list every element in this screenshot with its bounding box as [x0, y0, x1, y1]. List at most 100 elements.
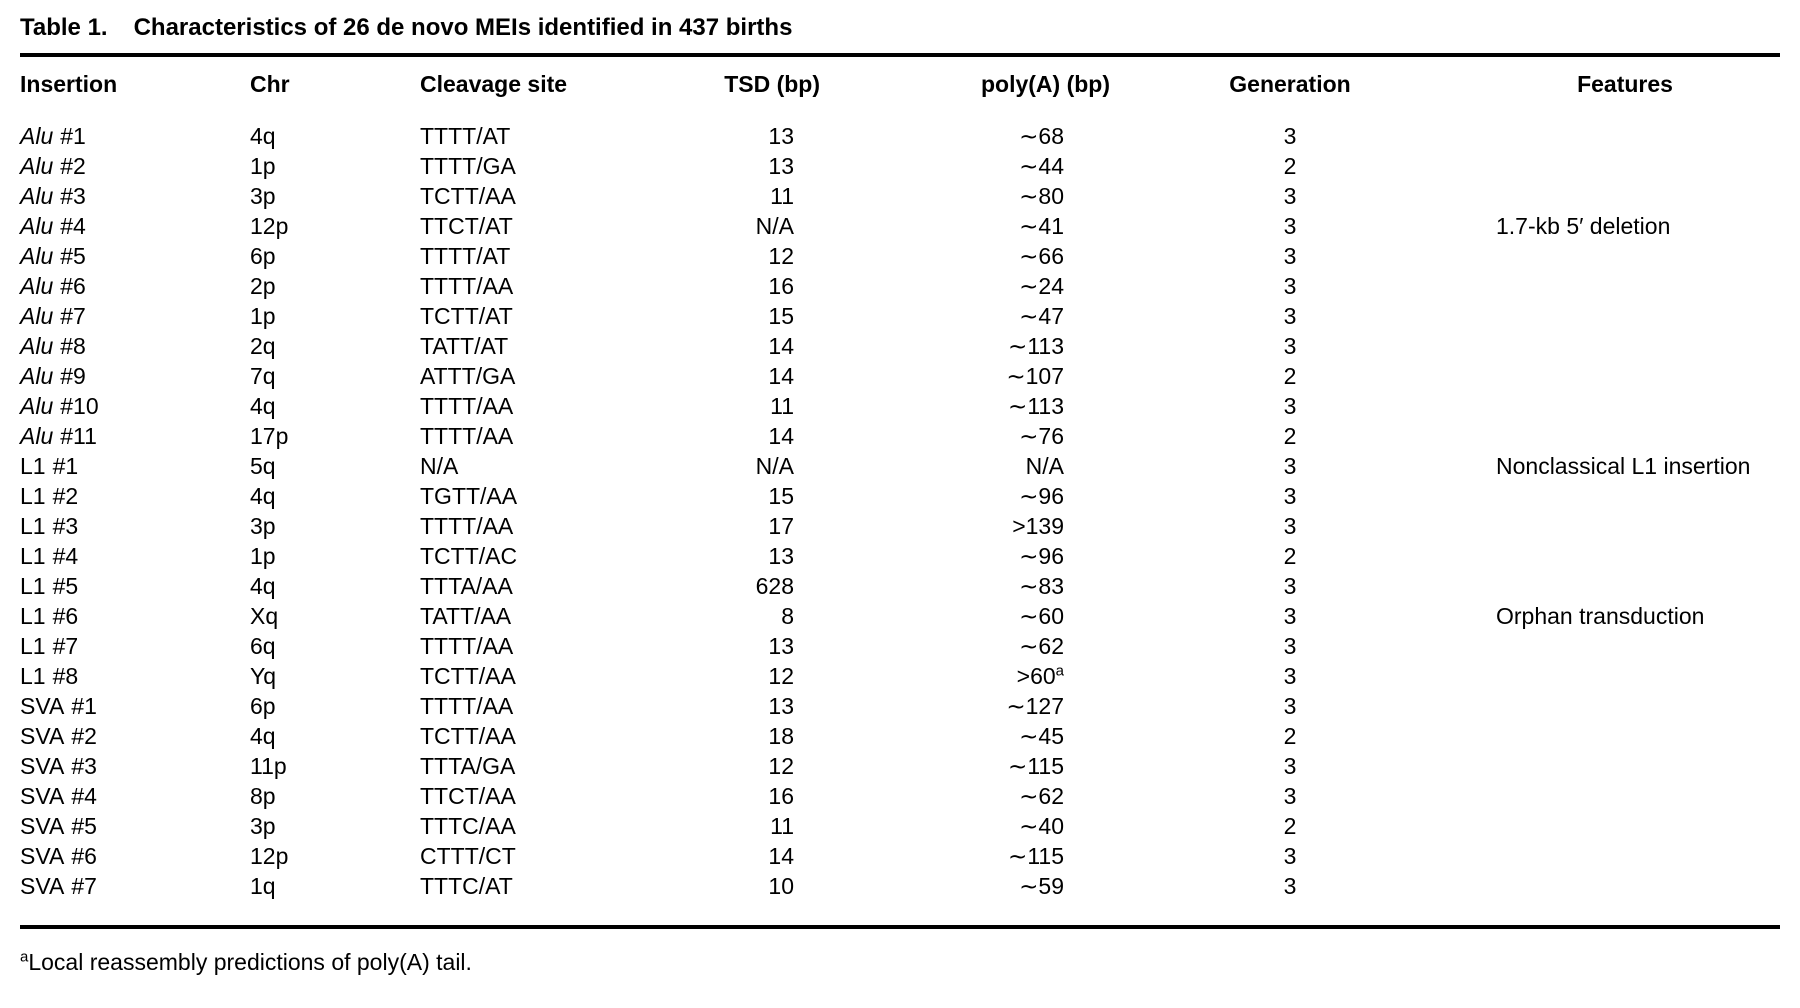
insertion-number: #2 [60, 152, 86, 179]
cell-cleavage-site: TTTT/AA [420, 512, 514, 539]
cell-chr: 12p [250, 842, 289, 869]
insertion-number: #8 [52, 662, 79, 689]
cell-generation: 3 [1283, 842, 1297, 869]
cell-polya: ∼83 [820, 571, 1110, 601]
cell-chr: 2p [250, 272, 276, 299]
polya-value: ∼113 [1008, 332, 1064, 359]
cell-polya: ∼115 [820, 841, 1110, 871]
cell-generation: 3 [1283, 242, 1297, 269]
table-row: Alu #5 6p TTTT/AT 12 ∼66 3 [20, 241, 1780, 271]
cell-polya: ∼66 [820, 241, 1110, 271]
cell-tsd: 11 [770, 392, 794, 419]
cell-generation: 3 [1283, 332, 1297, 359]
cell-generation: 3 [1283, 752, 1297, 779]
table-row: SVA #4 8p TTCT/AA 16 ∼62 3 [20, 781, 1780, 811]
insertion-family: SVA [20, 812, 65, 839]
insertion-family: Alu [20, 302, 54, 329]
column-header-features: Features [1577, 70, 1673, 97]
cell-insertion: SVA #2 [20, 721, 250, 751]
footnote-marker: a [20, 948, 29, 966]
cell-tsd: 13 [768, 692, 794, 719]
insertion-number: #7 [52, 632, 79, 659]
cell-insertion: Alu #9 [20, 361, 250, 391]
cell-tsd: 628 [755, 572, 794, 599]
cell-tsd: 13 [768, 152, 794, 179]
polya-value: ∼115 [1008, 752, 1064, 779]
cell-generation: 3 [1283, 692, 1297, 719]
insertion-number: #4 [60, 212, 86, 239]
cell-tsd: 11 [770, 812, 794, 839]
cell-chr: 6q [250, 632, 276, 659]
column-header-generation: Generation [1229, 70, 1351, 97]
cell-insertion: Alu #6 [20, 271, 250, 301]
cell-generation: 3 [1283, 392, 1297, 419]
cell-features [1470, 511, 1780, 541]
table-title: Table 1. Characteristics of 26 de novo ME… [20, 8, 1780, 53]
cell-tsd: 16 [768, 272, 794, 299]
cell-polya: ∼80 [820, 181, 1110, 211]
cell-cleavage-site: TCTT/AA [420, 182, 516, 209]
insertion-family: L1 [20, 542, 46, 569]
cell-chr: 4q [250, 722, 276, 749]
insertion-family: L1 [20, 572, 46, 599]
cell-chr: Xq [250, 602, 279, 629]
cell-insertion: L1 #3 [20, 511, 250, 541]
insertion-number: #3 [60, 182, 86, 209]
cell-insertion: SVA #4 [20, 781, 250, 811]
cell-tsd: 15 [768, 302, 794, 329]
insertion-number: #2 [71, 722, 97, 749]
cell-cleavage-site: ATTT/GA [420, 362, 516, 389]
insertion-number: #9 [60, 362, 86, 389]
cell-generation: 3 [1283, 572, 1297, 599]
insertion-family: SVA [20, 692, 65, 719]
table-row: L1 #7 6q TTTT/AA 13 ∼62 3 [20, 631, 1780, 661]
cell-cleavage-site: TTTA/AA [420, 572, 513, 599]
insertion-number: #6 [71, 842, 97, 869]
polya-value: ∼113 [1008, 392, 1064, 419]
polya-value: ∼47 [1019, 302, 1064, 329]
cell-insertion: Alu #4 [20, 211, 250, 241]
cell-cleavage-site: TTTT/AA [420, 392, 514, 419]
cell-tsd: 16 [768, 782, 794, 809]
insertion-family: Alu [20, 422, 54, 449]
polya-value: >60 [1016, 662, 1056, 689]
cell-chr: 8p [250, 782, 276, 809]
cell-features [1470, 481, 1780, 511]
insertion-family: SVA [20, 782, 65, 809]
cell-tsd: 12 [768, 242, 794, 269]
table-body: Alu #1 4q TTTT/AT 13 ∼68 3 Alu #2 1p TTTT/GA 13 ∼44 2… [20, 111, 1780, 925]
cell-chr: 3p [250, 182, 276, 209]
insertion-family: Alu [20, 182, 54, 209]
insertion-family: L1 [20, 602, 46, 629]
cell-tsd: 14 [768, 362, 794, 389]
insertion-family: Alu [20, 122, 54, 149]
cell-insertion: SVA #3 [20, 751, 250, 781]
cell-chr: 12p [250, 212, 289, 239]
cell-tsd: 14 [768, 422, 794, 449]
polya-value: ∼83 [1019, 572, 1064, 599]
cell-generation: 3 [1283, 632, 1297, 659]
table-row: SVA #2 4q TCTT/AA 18 ∼45 2 [20, 721, 1780, 751]
cell-cleavage-site: TTTA/GA [420, 752, 516, 779]
cell-features [1470, 541, 1780, 571]
cell-polya: ∼41 [820, 211, 1110, 241]
cell-insertion: SVA #7 [20, 871, 250, 925]
cell-tsd: 11 [770, 182, 794, 209]
cell-cleavage-site: CTTT/CT [420, 842, 516, 869]
cell-cleavage-site: TTTT/AA [420, 632, 514, 659]
column-header-cleavage-site: Cleavage site [420, 70, 568, 97]
cell-generation: 2 [1283, 152, 1297, 179]
cell-chr: 4q [250, 572, 276, 599]
cell-features [1470, 361, 1780, 391]
insertion-family: SVA [20, 752, 65, 779]
cell-generation: 2 [1283, 812, 1297, 839]
insertion-family: SVA [20, 722, 65, 749]
cell-generation: 3 [1283, 272, 1297, 299]
insertion-number: #1 [71, 692, 97, 719]
cell-chr: 3p [250, 512, 276, 539]
cell-features [1470, 691, 1780, 721]
insertion-family: L1 [20, 662, 46, 689]
polya-superscript: a [1055, 661, 1064, 679]
cell-polya: ∼96 [820, 481, 1110, 511]
cell-insertion: L1 #7 [20, 631, 250, 661]
